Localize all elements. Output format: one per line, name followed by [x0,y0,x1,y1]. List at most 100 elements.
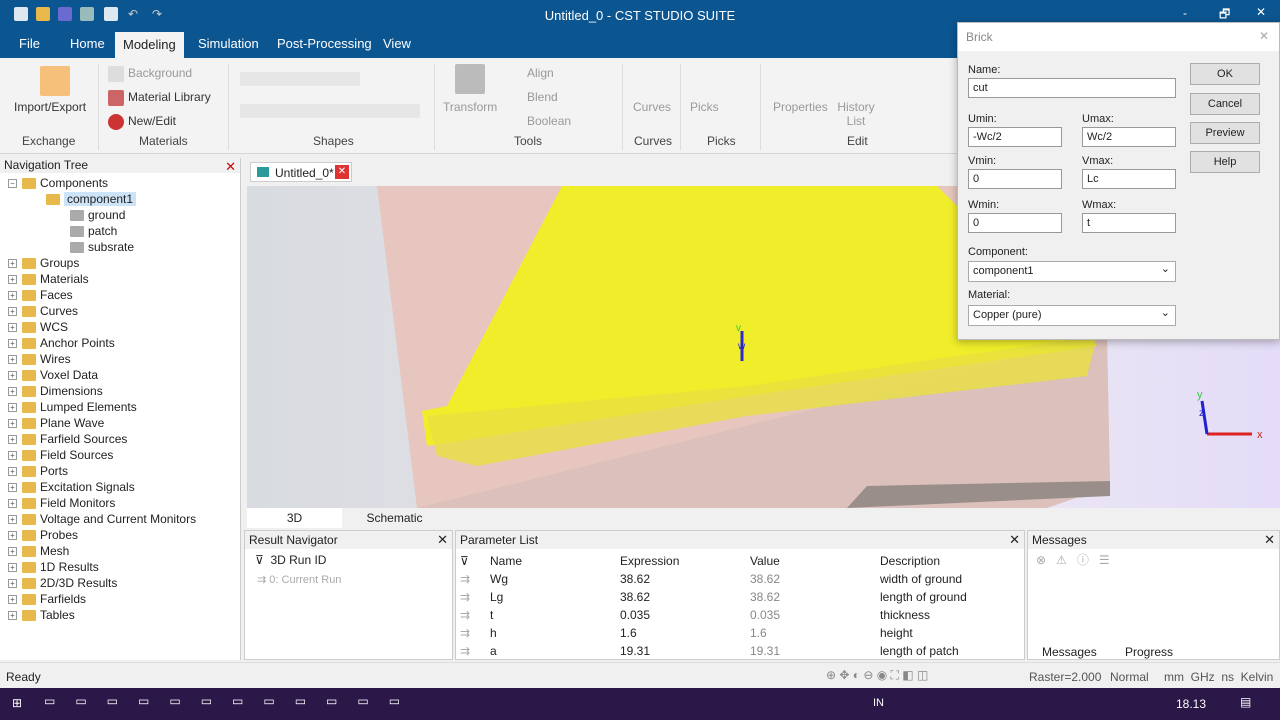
cell[interactable]: length of patch [880,644,959,658]
table-row[interactable]: ⇉ h 1.6 1.6 height [456,624,971,642]
close-icon[interactable]: ✕ [225,159,236,174]
cell[interactable]: Wg [490,572,508,586]
umin-field[interactable]: -Wc/2 [968,127,1062,147]
ok-button[interactable]: OK [1190,63,1260,85]
cell[interactable]: 19.31 [750,644,781,658]
tab-schematic[interactable]: Schematic [366,511,423,525]
column-value[interactable]: Value [750,554,780,568]
clock[interactable]: 18.13 [1176,697,1207,711]
expand-toggle[interactable]: + [8,483,17,492]
cell[interactable]: height [880,626,913,640]
import-export-button[interactable]: Import/Export [14,100,87,114]
expand-toggle[interactable]: + [8,499,17,508]
expand-toggle[interactable]: + [8,355,17,364]
cell[interactable]: length of ground [880,590,967,604]
result-row[interactable]: ⇉ 0: Current Run [257,574,342,586]
close-button[interactable]: ✕ [1256,5,1267,19]
close-icon[interactable]: ✕ [437,532,448,547]
table-row[interactable]: ⇉ t 0.035 0.035 thickness [456,606,971,624]
notifications-icon[interactable]: ▤ [1240,695,1252,709]
tab-file[interactable]: File [19,36,40,51]
open-icon[interactable] [36,7,50,21]
minimize-button[interactable]: - [1183,6,1187,20]
tree-item[interactable]: Groups [22,256,79,270]
expand-toggle[interactable]: + [8,515,17,524]
tree-item[interactable]: Components [22,176,108,190]
tree-item[interactable]: Excitation Signals [22,480,135,494]
tree-item[interactable]: Wires [22,352,71,366]
tab-messages[interactable]: Messages [1042,645,1097,659]
tree-item[interactable]: Ports [22,464,68,478]
table-row[interactable]: ⇉ Wg 38.62 38.62 width of ground [456,570,971,588]
save-all-icon[interactable] [80,7,94,21]
tree-item[interactable]: Lumped Elements [22,400,137,414]
expand-toggle[interactable]: + [8,323,17,332]
restore-button[interactable]: 🗗 [1219,7,1231,21]
expand-toggle[interactable]: + [8,339,17,348]
transform-button[interactable]: Transform [443,100,498,114]
column-expression[interactable]: Expression [620,554,680,568]
cell[interactable]: 38.62 [750,590,781,604]
vmax-field[interactable]: Lc [1082,169,1176,189]
tree-item[interactable]: Field Sources [22,448,113,462]
tab-post-processing[interactable]: Post-Processing [277,36,372,51]
expand-toggle[interactable]: + [8,611,17,620]
tree-item[interactable]: Tables [22,608,75,622]
filter-column[interactable]: ⊽ 3D Run ID [255,553,327,567]
expand-toggle[interactable]: + [8,451,17,460]
tree-item[interactable]: 1D Results [22,560,99,574]
name-field[interactable]: cut [968,78,1176,98]
tree-item[interactable]: Faces [22,288,73,302]
tree-item[interactable]: patch [70,224,117,238]
preview-button[interactable]: Preview [1190,122,1260,144]
background-button[interactable]: Background [128,66,193,80]
cell[interactable]: thickness [880,608,931,622]
history-list-button[interactable]: History List [837,100,875,128]
expand-toggle[interactable]: + [8,307,17,316]
cell[interactable]: 0.035 [750,608,781,622]
table-row[interactable]: ⇉ a 19.31 19.31 length of patch [456,642,971,660]
expand-toggle[interactable]: + [8,531,17,540]
taskbar-apps[interactable]: ▭▭▭▭▭▭▭▭▭▭▭▭ [44,694,421,708]
tree-item[interactable]: Farfields [22,592,86,606]
table-row[interactable]: ⇉ Lg 38.62 38.62 length of ground [456,588,971,606]
cancel-button[interactable]: Cancel [1190,93,1260,115]
component-select[interactable]: component1 [968,261,1176,282]
tree-item[interactable]: subsrate [70,240,134,254]
blend-button[interactable]: Blend [527,90,558,104]
expand-toggle[interactable]: + [8,371,17,380]
tree-item[interactable]: Voxel Data [22,368,98,382]
filter-icon[interactable]: ⊽ [460,554,469,568]
tree-item[interactable]: component1 [46,192,137,206]
tree-item[interactable]: Plane Wave [22,416,104,430]
tab-home[interactable]: Home [70,36,105,51]
cell[interactable]: a [490,644,497,658]
tree-item[interactable]: Materials [22,272,89,286]
cell[interactable]: h [490,626,497,640]
print-icon[interactable] [104,7,118,21]
picks-button[interactable]: Picks [690,100,719,114]
cell[interactable]: 38.62 [750,572,781,586]
tab-3d[interactable]: 3D [247,508,342,528]
tree-item[interactable]: Voltage and Current Monitors [22,512,196,526]
tree-item[interactable]: ground [70,208,125,222]
column-name[interactable]: Name [490,554,523,568]
expand-toggle[interactable]: + [8,403,17,412]
expand-toggle[interactable]: + [8,579,17,588]
vmin-field[interactable]: 0 [968,169,1062,189]
cell[interactable]: t [490,608,494,622]
expand-toggle[interactable]: − [8,179,17,188]
shape-operations-icons[interactable] [240,104,420,118]
close-document-icon[interactable]: ✕ [335,165,349,179]
umax-field[interactable]: Wc/2 [1082,127,1176,147]
material-library-button[interactable]: Material Library [128,90,211,104]
tree-item[interactable]: Anchor Points [22,336,115,350]
message-filter-icons[interactable]: ⊗ ⚠ ⓘ ☰ [1036,553,1110,567]
expand-toggle[interactable]: + [8,547,17,556]
tree-item[interactable]: Probes [22,528,78,542]
cell[interactable]: 1.6 [620,626,637,640]
cell[interactable]: 0.035 [620,608,651,622]
expand-toggle[interactable]: + [8,419,17,428]
cell[interactable]: 19.31 [620,644,651,658]
